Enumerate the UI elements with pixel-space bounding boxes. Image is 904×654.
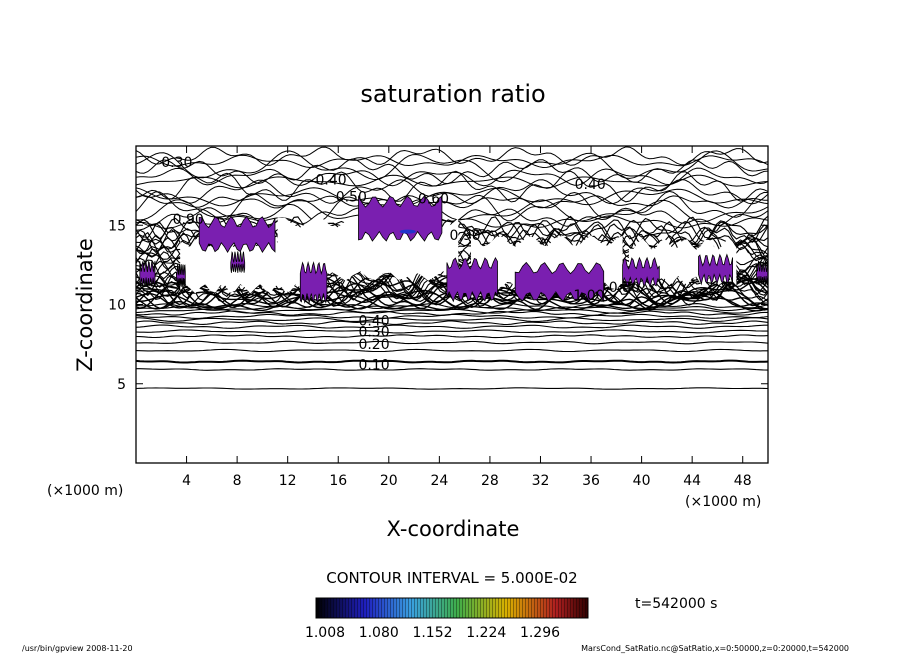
contour-label: 0.40 [575,177,606,193]
x-tick-label: 36 [582,473,600,489]
contour-label: 0.40 [315,172,346,188]
contour-line [136,329,768,334]
contour-line [136,359,768,364]
y-axis-label: Z-coordinate [73,238,97,372]
y-tick-label: 5 [117,377,126,393]
footer-left: /usr/bin/gpview 2008-11-20 [22,644,133,653]
contour-line [136,150,768,183]
x-tick-label: 28 [481,473,499,489]
x-unit-right: (×1000 m) [685,494,761,510]
contour-line [136,167,768,187]
supersaturation-region [299,260,328,305]
x-tick-label: 24 [430,473,448,489]
contour-interval-text: CONTOUR INTERVAL = 5.000E-02 [326,569,577,587]
time-label: t=542000 s [635,596,717,612]
contour-line [136,348,768,353]
y-tick-label: 10 [108,298,126,314]
supersaturation-region [698,253,733,286]
colorbar-stripes [316,598,588,618]
contour-line [136,334,768,339]
colorbar-label: 1.080 [359,625,399,641]
contour-line [136,320,768,326]
contour-line [136,305,768,312]
chart-title: saturation ratio [360,80,545,108]
supersaturation-region [622,256,660,289]
contour-label: 0.90 [449,228,480,244]
colorbar-label: 1.224 [466,625,506,641]
supersaturation-region [756,260,768,286]
contour-label: 0.90 [173,212,204,228]
contour-line [136,178,768,205]
colorbar: 1.008 1.080 1.152 1.224 1.296 [305,597,589,641]
contour-label: 0.40 [358,313,389,329]
supersaturation-region [514,261,605,303]
x-tick-label: 44 [683,473,701,489]
contour-label: 0.60 [418,191,449,207]
footer-right: MarsCond_SatRatio.nc@SatRatio,x=0:50000,… [581,644,849,653]
contour-line [136,187,768,207]
colorbar-label: 1.296 [520,625,560,641]
contour-line [136,368,768,371]
x-axis: 4 8 12 16 20 24 28 32 36 40 44 48 [182,146,752,489]
supersaturation-region [358,194,443,242]
contour-label: 0.20 [358,337,389,353]
contour-line [136,387,768,390]
contour-line [136,174,768,189]
colorbar-frame [315,597,589,619]
colorbar-label: 1.008 [305,625,345,641]
contour-label: 1.00 [573,288,604,304]
x-tick-label: 32 [532,473,550,489]
contour-line [136,340,768,345]
supersaturation-region [230,251,246,274]
contour-line [136,194,768,209]
y-axis: 5 10 15 [108,218,768,393]
x-tick-label: 4 [182,473,191,489]
supersaturation-region [176,264,186,288]
supersaturation-region [446,256,498,303]
contour-line [136,310,768,316]
x-axis-label: X-coordinate [387,517,520,541]
supersaturation-region [139,260,156,288]
x-tick-label: 12 [279,473,297,489]
contour-line [136,154,768,169]
contour-line [136,190,768,223]
supersaturation-fills [139,194,768,305]
contour-label: 0.80 [609,280,640,296]
y-tick-label: 15 [108,218,126,234]
contour-label: 0.30 [161,155,192,171]
contour-line [136,324,768,329]
contour-label: 0.30 [358,324,389,340]
x-tick-label: 20 [380,473,398,489]
contour-labels: 0.100.200.300.400.300.400.50 0.600.401.00… [161,155,640,374]
contour-line [136,313,768,319]
contour-label: 0.50 [336,190,367,206]
colorbar-label: 1.152 [412,625,452,641]
x-tick-label: 40 [633,473,651,489]
contour-line [136,146,768,166]
supersaturation-region [198,215,276,253]
x-tick-label: 8 [233,473,242,489]
x-unit-left: (×1000 m) [47,483,123,499]
colorbar-labels: 1.008 1.080 1.152 1.224 1.296 [305,625,560,641]
x-tick-label: 16 [329,473,347,489]
x-tick-label: 48 [734,473,752,489]
contour-label: 0.10 [358,358,389,374]
high-saturation-spot [399,229,416,234]
contour-line [136,317,768,322]
